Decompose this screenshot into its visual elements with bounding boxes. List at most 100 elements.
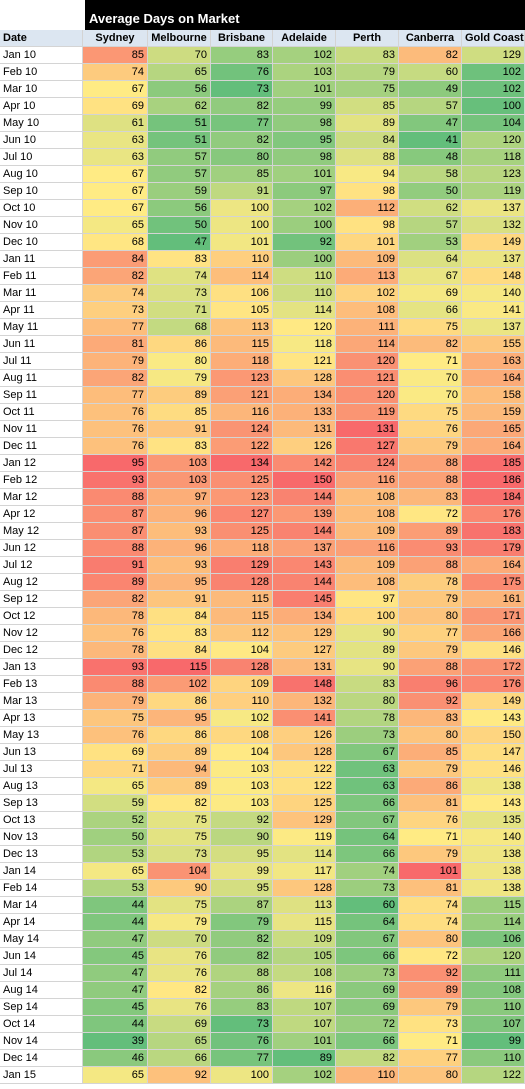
value-cell: 79: [83, 353, 148, 370]
value-cell: 76: [211, 1033, 273, 1050]
date-cell: Dec 13: [0, 846, 83, 863]
value-cell: 81: [399, 880, 462, 897]
value-cell: 69: [83, 744, 148, 761]
value-cell: 82: [83, 591, 148, 608]
value-cell: 75: [399, 319, 462, 336]
value-cell: 99: [211, 863, 273, 880]
value-cell: 102: [273, 47, 336, 64]
data-row: Nov 11 76 91 124 131 131 76 165: [0, 421, 525, 438]
value-cell: 73: [336, 965, 399, 982]
value-cell: 78: [399, 574, 462, 591]
data-row: Apr 11 73 71 105 114 108 66 141: [0, 302, 525, 319]
value-cell: 66: [336, 1033, 399, 1050]
value-cell: 77: [399, 625, 462, 642]
value-cell: 79: [148, 370, 211, 387]
value-cell: 86: [148, 336, 211, 353]
value-cell: 80: [399, 931, 462, 948]
value-cell: 77: [211, 1050, 273, 1067]
value-cell: 76: [148, 965, 211, 982]
column-header: Date: [0, 30, 83, 47]
data-row: Jul 11 79 80 118 121 120 71 163: [0, 353, 525, 370]
value-cell: 115: [211, 608, 273, 625]
value-cell: 95: [148, 710, 211, 727]
value-cell: 108: [336, 489, 399, 506]
value-cell: 95: [211, 846, 273, 863]
value-cell: 89: [148, 778, 211, 795]
value-cell: 99: [462, 1033, 525, 1050]
value-cell: 50: [83, 829, 148, 846]
value-cell: 134: [211, 455, 273, 472]
value-cell: 116: [211, 404, 273, 421]
data-row: Mar 12 88 97 123 144 108 83 184: [0, 489, 525, 506]
data-row: Jun 11 81 86 115 118 114 82 155: [0, 336, 525, 353]
date-cell: Jun 13: [0, 744, 83, 761]
date-cell: Jun 10: [0, 132, 83, 149]
value-cell: 175: [462, 574, 525, 591]
data-row: Sep 12 82 91 115 145 97 79 161: [0, 591, 525, 608]
value-cell: 103: [211, 761, 273, 778]
value-cell: 67: [83, 200, 148, 217]
value-cell: 73: [211, 1016, 273, 1033]
value-cell: 98: [273, 149, 336, 166]
value-cell: 88: [399, 659, 462, 676]
value-cell: 138: [462, 880, 525, 897]
data-row: Dec 14 46 66 77 89 82 77 110: [0, 1050, 525, 1067]
value-cell: 122: [273, 761, 336, 778]
value-cell: 68: [148, 319, 211, 336]
value-cell: 89: [336, 115, 399, 132]
value-cell: 110: [211, 251, 273, 268]
value-cell: 125: [211, 523, 273, 540]
value-cell: 47: [83, 982, 148, 999]
date-cell: Oct 10: [0, 200, 83, 217]
value-cell: 139: [273, 506, 336, 523]
value-cell: 96: [399, 676, 462, 693]
value-cell: 125: [211, 472, 273, 489]
value-cell: 95: [148, 574, 211, 591]
value-cell: 128: [273, 370, 336, 387]
value-cell: 47: [83, 931, 148, 948]
date-cell: Sep 12: [0, 591, 83, 608]
data-row: Aug 10 67 57 85 101 94 58 123: [0, 166, 525, 183]
value-cell: 100: [211, 217, 273, 234]
data-row: Mar 11 74 73 106 110 102 69 140: [0, 285, 525, 302]
value-cell: 59: [148, 183, 211, 200]
value-cell: 120: [273, 319, 336, 336]
date-cell: Oct 13: [0, 812, 83, 829]
data-row: Aug 13 65 89 103 122 63 86 138: [0, 778, 525, 795]
value-cell: 106: [462, 931, 525, 948]
value-cell: 88: [336, 149, 399, 166]
value-cell: 114: [273, 846, 336, 863]
value-cell: 141: [273, 710, 336, 727]
value-cell: 60: [336, 897, 399, 914]
value-cell: 65: [83, 217, 148, 234]
data-row: Jun 12 88 96 118 137 116 93 179: [0, 540, 525, 557]
data-row: Mar 13 79 86 110 132 80 92 149: [0, 693, 525, 710]
date-cell: Feb 10: [0, 64, 83, 81]
value-cell: 88: [399, 472, 462, 489]
value-cell: 67: [336, 931, 399, 948]
value-cell: 49: [399, 81, 462, 98]
value-cell: 131: [273, 421, 336, 438]
data-row: Feb 14 53 90 95 128 73 81 138: [0, 880, 525, 897]
date-cell: Oct 14: [0, 1016, 83, 1033]
value-cell: 51: [148, 115, 211, 132]
value-cell: 71: [399, 353, 462, 370]
value-cell: 92: [211, 812, 273, 829]
value-cell: 103: [211, 795, 273, 812]
date-cell: Sep 13: [0, 795, 83, 812]
date-cell: Nov 11: [0, 421, 83, 438]
value-cell: 100: [336, 608, 399, 625]
value-cell: 75: [148, 812, 211, 829]
value-cell: 185: [462, 455, 525, 472]
data-row: Mar 10 67 56 73 101 75 49 102: [0, 81, 525, 98]
value-cell: 103: [273, 64, 336, 81]
value-cell: 138: [462, 863, 525, 880]
value-cell: 69: [148, 1016, 211, 1033]
value-cell: 76: [399, 812, 462, 829]
value-cell: 92: [399, 965, 462, 982]
value-cell: 144: [273, 523, 336, 540]
value-cell: 89: [273, 1050, 336, 1067]
value-cell: 82: [336, 1050, 399, 1067]
value-cell: 122: [462, 1067, 525, 1084]
value-cell: 56: [148, 81, 211, 98]
